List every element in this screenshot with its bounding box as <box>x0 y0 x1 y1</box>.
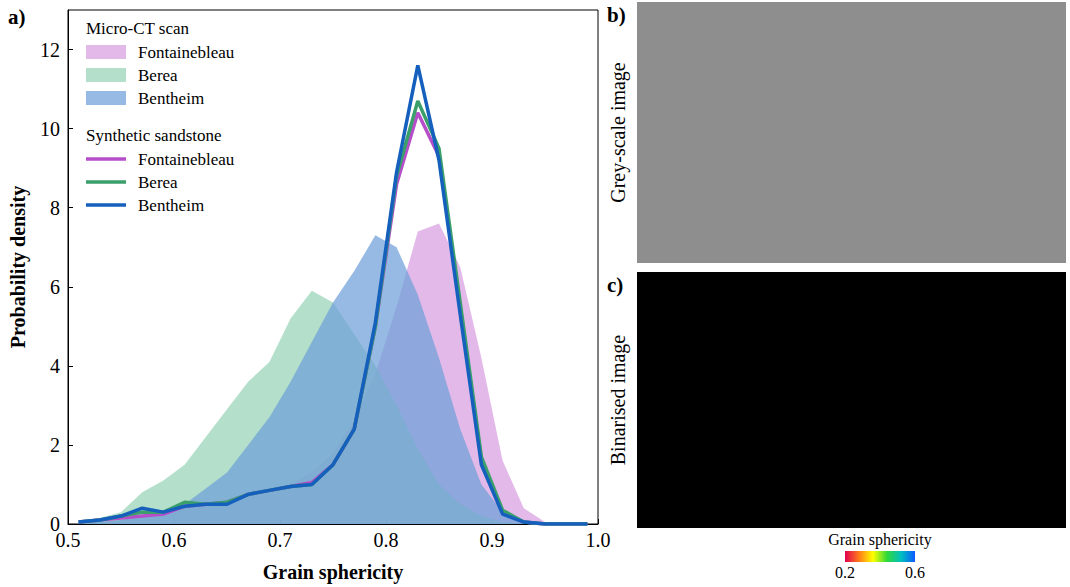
svg-text:2: 2 <box>50 434 60 456</box>
svg-text:Bentheim: Bentheim <box>138 196 204 215</box>
svg-text:c): c) <box>607 273 623 297</box>
svg-text:0.8: 0.8 <box>374 529 399 551</box>
svg-text:6: 6 <box>50 276 60 298</box>
svg-text:Binarised image: Binarised image <box>607 335 630 466</box>
svg-text:Fontainebleau: Fontainebleau <box>138 43 235 62</box>
svg-text:1.0: 1.0 <box>586 529 611 551</box>
svg-text:Grey-scale image: Grey-scale image <box>607 62 630 203</box>
svg-text:4: 4 <box>50 355 60 377</box>
svg-text:a): a) <box>8 5 26 29</box>
svg-text:Bentheim: Bentheim <box>138 89 204 108</box>
svg-text:0.5: 0.5 <box>56 529 81 551</box>
svg-text:0.2: 0.2 <box>835 564 855 581</box>
svg-text:Synthetic sandstone: Synthetic sandstone <box>86 126 222 145</box>
svg-text:10: 10 <box>40 118 60 140</box>
svg-text:8: 8 <box>50 197 60 219</box>
svg-text:b): b) <box>607 3 626 27</box>
svg-text:0.6: 0.6 <box>162 529 187 551</box>
svg-text:12: 12 <box>40 39 60 61</box>
svg-text:Berea: Berea <box>138 173 178 192</box>
svg-text:Berea: Berea <box>138 66 178 85</box>
svg-text:Fontainebleau: Fontainebleau <box>138 150 235 169</box>
svg-text:Probability density: Probability density <box>7 186 30 348</box>
svg-text:Micro-CT scan: Micro-CT scan <box>86 19 190 38</box>
svg-text:0.6: 0.6 <box>905 564 925 581</box>
svg-text:0: 0 <box>50 513 60 535</box>
svg-text:0.9: 0.9 <box>480 529 505 551</box>
svg-text:Grain sphericity: Grain sphericity <box>828 531 932 549</box>
svg-text:Grain sphericity: Grain sphericity <box>263 561 404 584</box>
svg-text:0.7: 0.7 <box>268 529 293 551</box>
